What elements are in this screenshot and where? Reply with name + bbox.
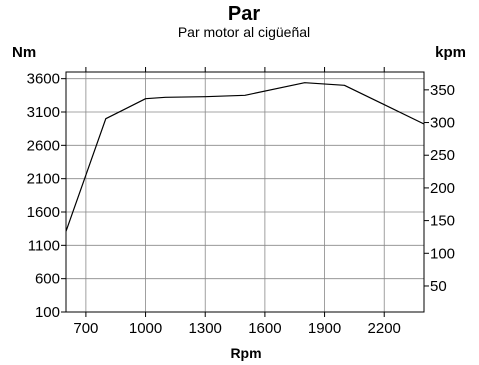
- plot-frame: [65, 71, 425, 313]
- x-tick-label: 700: [73, 320, 98, 337]
- y-tick-label: 600: [35, 271, 60, 288]
- torque-series-line: [65, 82, 425, 232]
- y-tick-label: 100: [35, 304, 60, 321]
- chart-subtitle: Par motor al cigüeñal: [178, 24, 310, 40]
- y2-tick-label: 50: [430, 278, 447, 295]
- y2-tick-label: 150: [430, 213, 455, 230]
- y2-tick-label: 100: [430, 245, 455, 262]
- y-axis-left-unit: Nm: [12, 44, 36, 61]
- chart-title: Par: [228, 3, 260, 25]
- y2-tick-label: 200: [430, 180, 455, 197]
- x-tick-label: 1300: [189, 320, 222, 337]
- y-tick-label: 2100: [27, 171, 60, 188]
- y2-tick-label: 350: [430, 82, 455, 99]
- x-axis-label: Rpm: [230, 345, 261, 361]
- series-layer: [65, 82, 425, 232]
- x-tick-label: 2200: [368, 320, 401, 337]
- y2-tick-label: 300: [430, 115, 455, 132]
- y-tick-label: 3100: [27, 104, 60, 121]
- y-tick-label: 1600: [27, 204, 60, 221]
- y-tick-label: 2600: [27, 137, 60, 154]
- y2-tick-label: 250: [430, 147, 455, 164]
- x-tick-label: 1900: [308, 320, 341, 337]
- grid-lines: [66, 72, 424, 313]
- y-tick-label: 3600: [27, 71, 60, 88]
- y-axis-right-unit: kpm: [435, 44, 466, 61]
- y-tick-label: 1100: [28, 237, 60, 254]
- x-tick-label: 1000: [129, 320, 162, 337]
- x-tick-label: 1600: [248, 320, 281, 337]
- axis-ticks: 700 1000 1300 1600 1900 2200 100 600 1100 1600 210…: [27, 67, 455, 337]
